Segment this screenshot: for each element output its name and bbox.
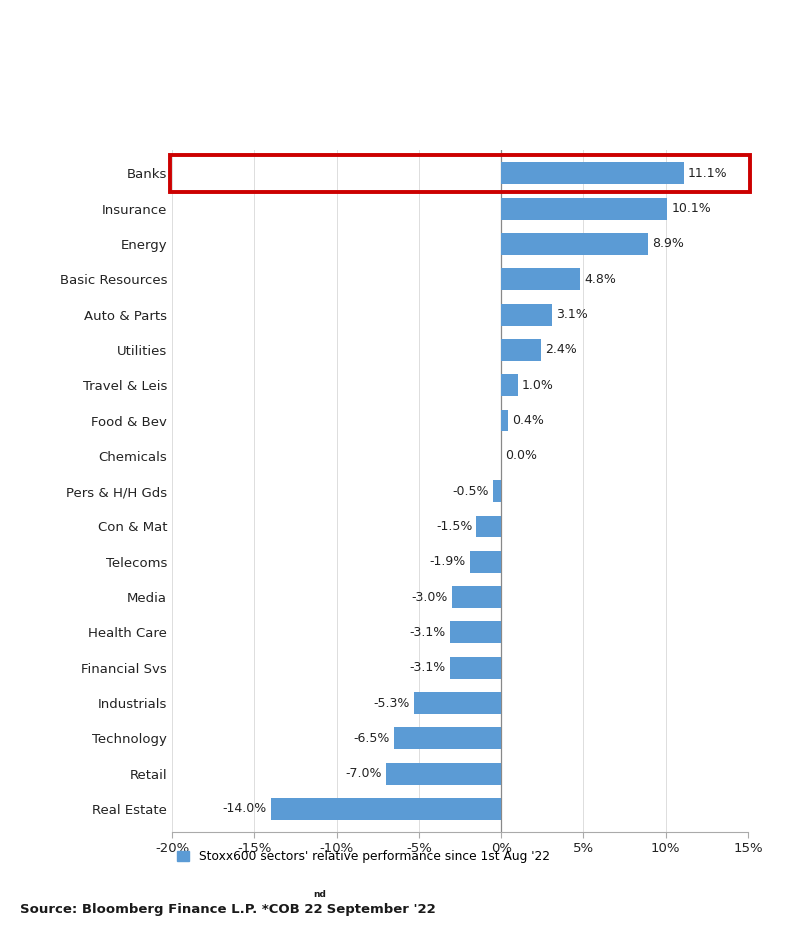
Text: -14.0%: -14.0%: [222, 803, 266, 815]
Text: September '22: September '22: [322, 903, 436, 916]
Bar: [170, 155, 750, 192]
Text: 8.9%: 8.9%: [652, 238, 684, 250]
Bar: [501, 197, 667, 220]
Text: -5.3%: -5.3%: [374, 697, 410, 710]
Bar: [501, 374, 518, 396]
Bar: [270, 798, 501, 820]
Text: -3.0%: -3.0%: [411, 590, 448, 603]
Text: 0.0%: 0.0%: [506, 449, 538, 462]
Bar: [501, 410, 508, 431]
Bar: [493, 480, 501, 502]
Text: 0.4%: 0.4%: [512, 414, 544, 427]
Bar: [394, 728, 501, 749]
Bar: [501, 233, 648, 255]
Text: 3.1%: 3.1%: [556, 308, 588, 321]
Text: 2.4%: 2.4%: [545, 343, 577, 356]
Bar: [450, 657, 501, 679]
Text: 1.0%: 1.0%: [522, 379, 554, 392]
Bar: [470, 551, 501, 572]
Text: -1.9%: -1.9%: [430, 556, 466, 569]
Bar: [501, 268, 580, 290]
Text: -7.0%: -7.0%: [346, 767, 382, 780]
Bar: [501, 304, 552, 325]
Text: Source: Bloomberg Finance L.P. *COB 22: Source: Bloomberg Finance L.P. *COB 22: [20, 903, 322, 916]
Bar: [501, 339, 541, 361]
Bar: [450, 621, 501, 643]
Text: -1.5%: -1.5%: [436, 520, 472, 533]
Text: since the start of August: since the start of August: [12, 93, 324, 113]
Text: -3.1%: -3.1%: [410, 661, 446, 674]
Text: -6.5%: -6.5%: [354, 732, 390, 744]
Bar: [414, 692, 501, 714]
Legend: Stoxx600 sectors' relative performance since 1st Aug '22: Stoxx600 sectors' relative performance s…: [172, 845, 554, 868]
Text: 10.1%: 10.1%: [671, 202, 711, 215]
Text: 11.1%: 11.1%: [688, 167, 727, 180]
Text: -3.1%: -3.1%: [410, 626, 446, 639]
Text: Stoxx600 sectors relative performance: Stoxx600 sectors relative performance: [12, 40, 502, 61]
Text: -0.5%: -0.5%: [452, 485, 489, 497]
Bar: [452, 587, 501, 608]
Bar: [386, 762, 501, 785]
Bar: [477, 515, 501, 538]
Bar: [501, 163, 684, 184]
Text: 4.8%: 4.8%: [584, 273, 616, 286]
Text: nd: nd: [313, 890, 326, 900]
